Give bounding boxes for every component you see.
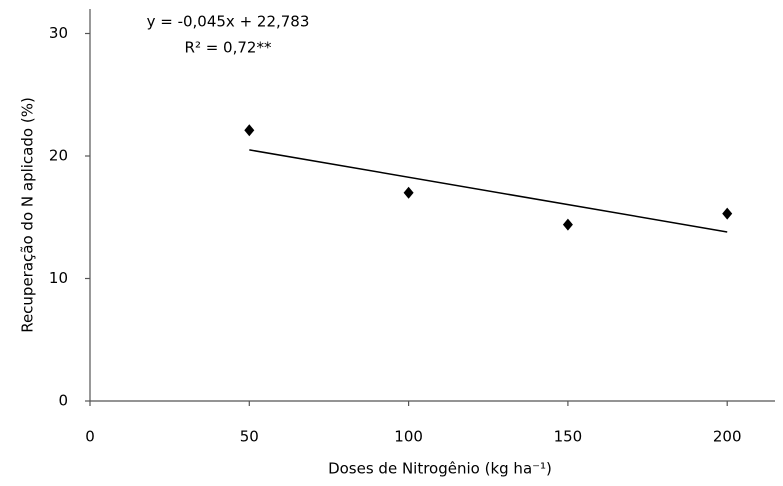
x-tick-label: 0 bbox=[85, 428, 95, 446]
trend-line bbox=[249, 149, 728, 233]
x-tick-label: 100 bbox=[394, 428, 423, 446]
y-tick-label: 10 bbox=[49, 269, 68, 287]
x-tick-label: 200 bbox=[713, 428, 742, 446]
x-axis-label: Doses de Nitrogênio (kg ha⁻¹) bbox=[328, 460, 552, 478]
data-point bbox=[403, 186, 414, 199]
data-point bbox=[562, 218, 573, 231]
data-point bbox=[244, 124, 255, 137]
y-axis-label: Recuperação do N aplicado (%) bbox=[19, 97, 37, 333]
y-tick-label: 0 bbox=[58, 392, 68, 410]
x-tick-label: 150 bbox=[554, 428, 583, 446]
data-point bbox=[722, 207, 733, 220]
x-tick-label: 50 bbox=[240, 428, 259, 446]
y-tick-label: 30 bbox=[49, 24, 68, 42]
y-tick-label: 20 bbox=[49, 147, 68, 165]
equation: y = -0,045x + 22,783 bbox=[147, 13, 310, 31]
r-squared: R² = 0,72** bbox=[185, 39, 272, 57]
